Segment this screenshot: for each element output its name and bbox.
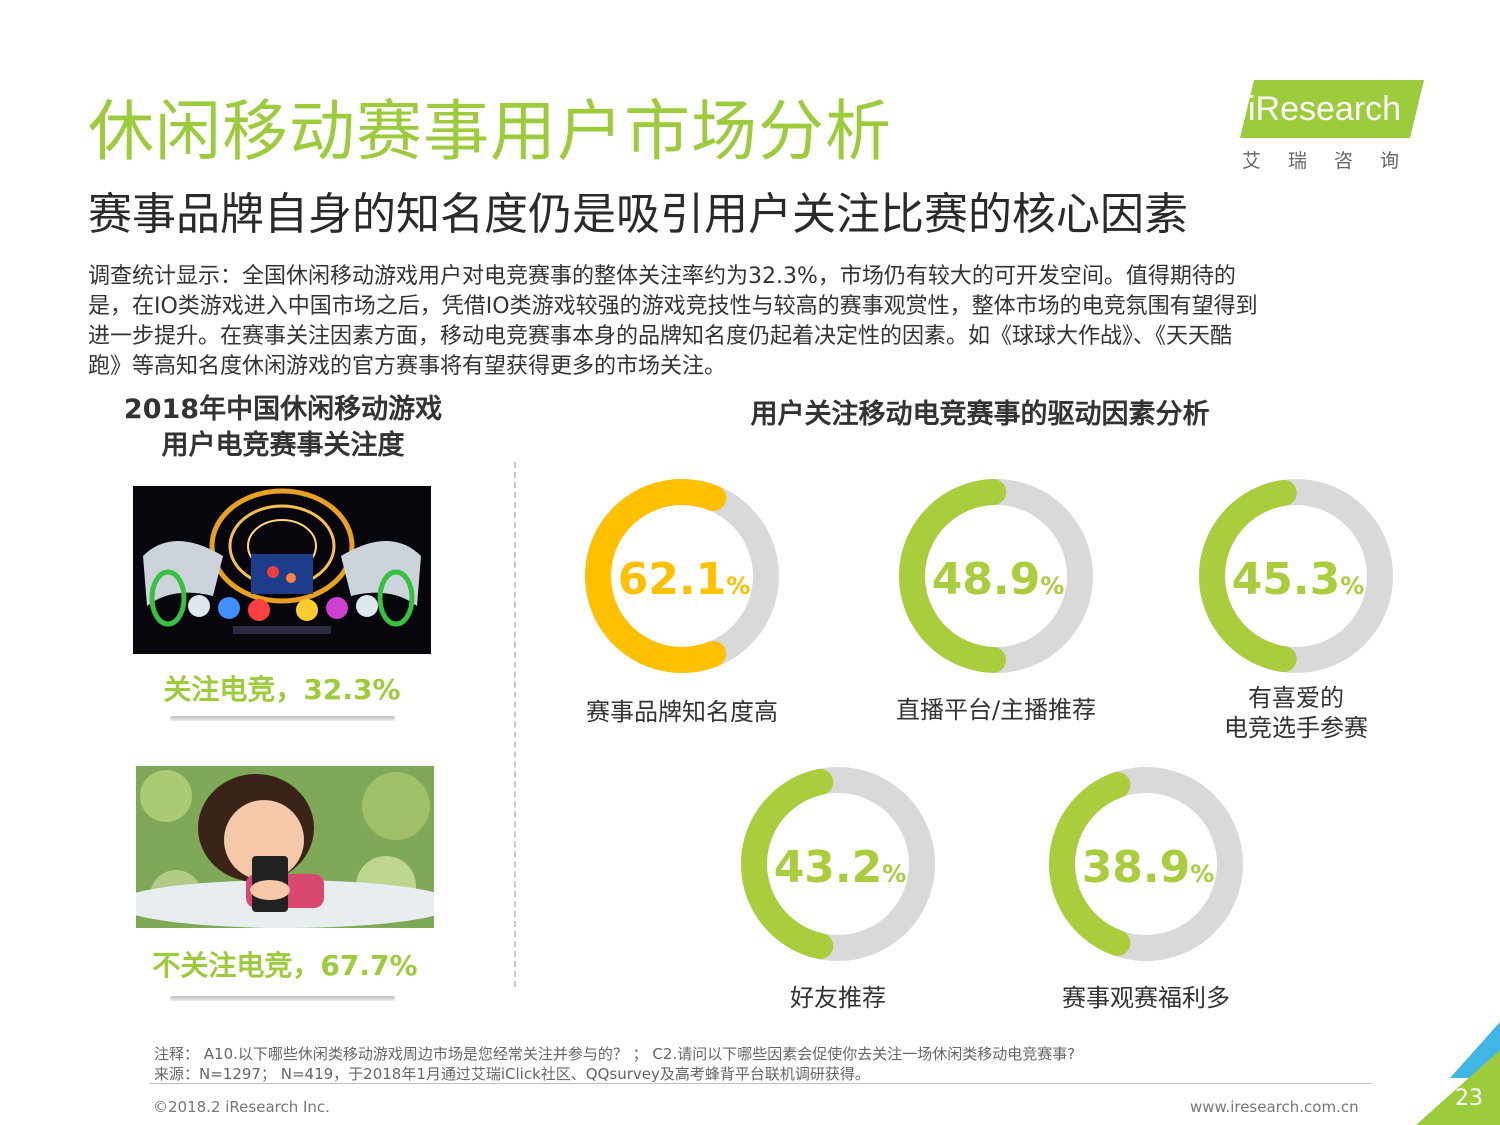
- donut-value-label: 62.1%: [618, 554, 751, 605]
- footnote-source: 来源：N=1297； N=419，于2018年1月通过艾瑞iClick社区、QQ…: [154, 1065, 870, 1083]
- left-title-line-2: 用户电竞赛事关注度: [161, 430, 405, 461]
- page-subtitle: 赛事品牌自身的知名度仍是吸引用户关注比赛的核心因素: [88, 189, 1188, 240]
- child-with-phone-photo: [136, 766, 434, 928]
- driver-factors-donut-chart: 62.1% 赛事品牌知名度高 48.9% 直播平台/主播推荐 45.3% 有喜爱的电竞选手…: [585, 479, 1393, 1012]
- donut-category-label: 直播平台/主播推荐: [896, 696, 1096, 724]
- donut-arc: [741, 767, 935, 961]
- donut-category-label: 有喜爱的: [1248, 684, 1344, 712]
- donut-arc: [899, 479, 1093, 673]
- donut-arc: [1049, 767, 1243, 961]
- corner-triangle-decoration: [1416, 1022, 1500, 1125]
- summary-line: 进一步提升。在赛事关注因素方面，移动电竞赛事本身的品牌知名度仍起着决定性的因素。…: [88, 324, 1233, 349]
- donut-value-label: 43.2%: [774, 842, 907, 893]
- donut-category-label: 电竞选手参赛: [1224, 714, 1368, 742]
- summary-paragraph: 调查统计显示：全国休闲移动游戏用户对电竞赛事的整体关注率约为32.3%，市场仍有…: [88, 262, 1428, 382]
- panel-divider: [514, 462, 516, 987]
- footer-divider: [150, 1083, 1372, 1084]
- copyright: ©2018.2 iResearch Inc.: [153, 1098, 330, 1116]
- summary-line: 是，在IO类游戏进入中国市场之后，凭借IO类游戏较强的游戏竞技性与较高的赛事观赏…: [88, 294, 1258, 319]
- donut-arc: [585, 479, 779, 673]
- page-title: 休闲移动赛事用户市场分析: [88, 93, 892, 170]
- page-number: 23: [1455, 1086, 1483, 1111]
- donut-item: 62.1% 赛事品牌知名度高: [585, 479, 779, 726]
- logo-brand-text: iResearch: [1248, 90, 1401, 128]
- iresearch-logo: iResearch: [1240, 80, 1424, 138]
- donut-category-label: 赛事观赛福利多: [1062, 984, 1230, 1012]
- label-shadow-divider: [170, 716, 395, 721]
- donut-item: 38.9% 赛事观赛福利多: [1049, 767, 1243, 1012]
- donut-item: 43.2% 好友推荐: [741, 767, 935, 1012]
- summary-line: 跑》等高知名度休闲游戏的官方赛事将有望获得更多的市场关注。: [88, 354, 727, 379]
- summary-line: 调查统计显示：全国休闲移动游戏用户对电竞赛事的整体关注率约为32.3%，市场仍有…: [88, 264, 1236, 289]
- not-follow-esports-label: 不关注电竞，67.7%: [152, 949, 418, 982]
- footnote-question: 注释： A10.以下哪些休闲类移动游戏周边市场是您经常关注并参与的？ ； C2.…: [154, 1045, 1076, 1063]
- donut-category-label: 好友推荐: [790, 984, 886, 1012]
- esports-arena-photo: [133, 486, 431, 654]
- left-title-line-1: 2018年中国休闲移动游戏: [123, 394, 443, 425]
- donut-value-label: 45.3%: [1232, 554, 1365, 605]
- donut-category-label: 赛事品牌知名度高: [586, 698, 778, 726]
- footnote: 注释： A10.以下哪些休闲类移动游戏周边市场是您经常关注并参与的？ ； C2.…: [154, 1044, 1075, 1084]
- donut-value-label: 38.9%: [1082, 842, 1215, 893]
- left-panel-title: 2018年中国休闲移动游戏 用户电竞赛事关注度: [88, 392, 478, 464]
- website-url: www.iresearch.com.cn: [1190, 1098, 1359, 1116]
- donut-arc: [1199, 479, 1393, 673]
- donut-value-label: 48.9%: [932, 554, 1065, 605]
- follow-esports-label: 关注电竞，32.3%: [163, 673, 401, 706]
- right-panel-title: 用户关注移动电竞赛事的驱动因素分析: [750, 399, 1210, 430]
- donut-item: 48.9% 直播平台/主播推荐: [896, 479, 1096, 724]
- logo-chinese-name: 艾瑞咨询: [1242, 150, 1427, 172]
- label-shadow-divider: [170, 996, 395, 1001]
